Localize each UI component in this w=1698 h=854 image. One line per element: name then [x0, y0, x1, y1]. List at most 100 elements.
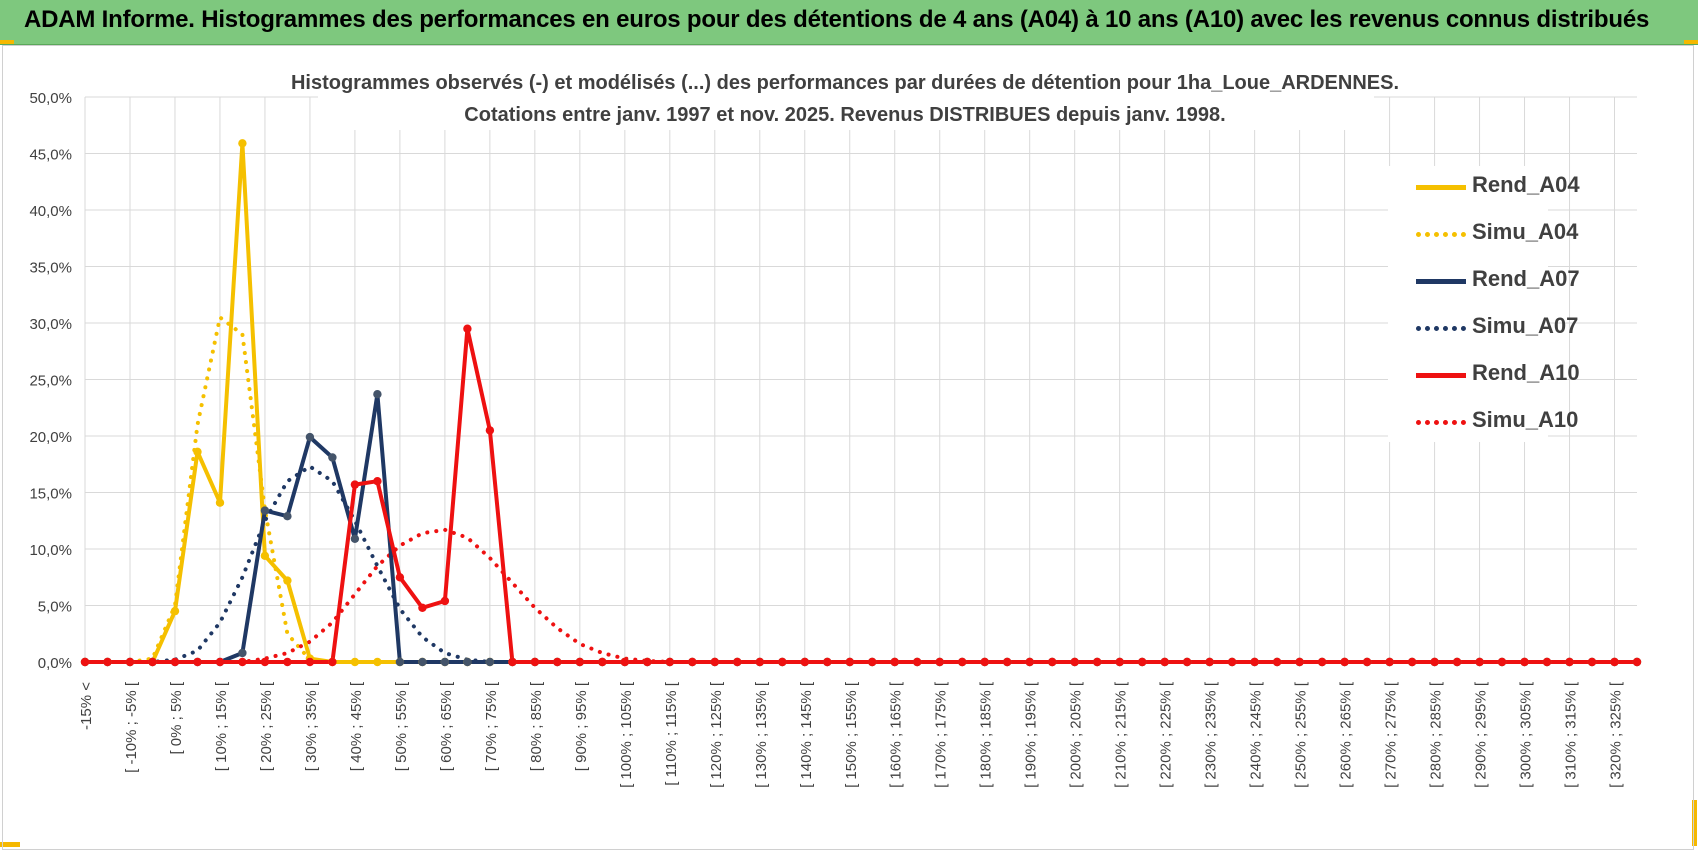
point-rend-a10 — [1610, 657, 1619, 667]
legend-label-simu-a10: Simu_A10 — [1472, 407, 1579, 432]
point-rend-a10 — [1362, 657, 1372, 667]
x-tick-label: [ 140% ; 145% [ — [798, 681, 815, 788]
y-tick-label: 45,0% — [29, 147, 72, 164]
point-rend-a10 — [1003, 657, 1012, 667]
point-rend-a10 — [440, 596, 450, 606]
point-rend-a10 — [1317, 657, 1327, 667]
legend-label-rend-a10: Rend_A10 — [1472, 360, 1580, 385]
point-rend-a10 — [935, 657, 944, 667]
y-tick-label: 0,0% — [38, 655, 72, 672]
point-rend-a10 — [103, 657, 112, 667]
x-tick-label: [ -10% ; -5% [ — [123, 681, 140, 773]
point-rend-a10 — [328, 657, 337, 667]
point-rend-a10 — [1497, 657, 1507, 667]
point-rend-a07 — [418, 657, 427, 667]
point-rend-a10 — [260, 657, 270, 667]
point-rend-a10 — [80, 657, 90, 667]
x-tick-label: [ 250% ; 255% [ — [1293, 681, 1310, 788]
point-rend-a10 — [1340, 657, 1349, 667]
x-tick-label: [ 230% ; 235% [ — [1203, 681, 1220, 788]
x-tick-label: [ 260% ; 265% [ — [1338, 681, 1355, 788]
point-rend-a07 — [395, 657, 405, 667]
point-rend-a10 — [1160, 657, 1169, 667]
point-rend-a07 — [373, 390, 382, 399]
x-tick-label: [ 70% ; 75% [ — [483, 681, 500, 771]
x-tick-label: [ 120% ; 125% [ — [708, 681, 725, 788]
point-rend-a07 — [260, 506, 270, 515]
point-rend-a04 — [193, 447, 202, 456]
legend-swatch-simu-a07 — [1416, 326, 1466, 331]
legend-swatch-simu-a10 — [1416, 420, 1466, 425]
x-tick-label: [ 160% ; 165% [ — [888, 681, 905, 788]
point-rend-a10 — [710, 657, 719, 667]
page-title: ADAM Informe. Histogrammes des performan… — [24, 6, 1650, 33]
point-rend-a10 — [598, 657, 607, 667]
point-rend-a10 — [463, 324, 472, 333]
point-rend-a10 — [1272, 657, 1282, 667]
x-tick-label: [ 80% ; 85% [ — [528, 681, 545, 771]
y-tick-label: 10,0% — [29, 542, 72, 559]
point-rend-a10 — [395, 573, 405, 582]
grid-lines — [84, 96, 1637, 663]
legend-label-rend-a04: Rend_A04 — [1472, 172, 1580, 197]
x-tick-label: [ 300% ; 305% [ — [1518, 681, 1535, 788]
point-rend-a10 — [1093, 657, 1102, 667]
point-rend-a10 — [1407, 657, 1417, 667]
point-rend-a10 — [913, 657, 922, 667]
point-rend-a07 — [328, 453, 337, 462]
point-rend-a10 — [1205, 657, 1214, 667]
x-tick-label: [ 0% ; 5% [ — [168, 681, 185, 754]
point-rend-a10 — [1520, 657, 1529, 667]
point-rend-a10 — [508, 657, 517, 667]
point-rend-a10 — [1565, 657, 1574, 667]
point-rend-a10 — [418, 603, 427, 612]
x-tick-label: [ 10% ; 15% [ — [213, 681, 230, 771]
accent-corner-top-left — [0, 40, 14, 44]
x-tick-label: [ 30% ; 35% [ — [303, 681, 320, 771]
axis-labels: 0,0% 5,0% 10,0% 15,0% 20,0% 25,0% 30,0% 35,0% 40… — [29, 90, 1624, 788]
point-rend-a10 — [193, 657, 202, 667]
point-rend-a10 — [620, 657, 629, 667]
x-tick-label: [ 180% ; 185% [ — [978, 681, 995, 788]
y-tick-label: 30,0% — [29, 316, 72, 333]
legend-item-rend-a07: Rend_A07 — [1388, 260, 1580, 300]
point-rend-a10 — [575, 657, 584, 667]
point-rend-a10 — [643, 657, 652, 667]
x-tick-label: [ 280% ; 285% [ — [1428, 681, 1445, 788]
x-tick-label: [ 270% ; 275% [ — [1383, 681, 1400, 788]
x-tick-label: [ 170% ; 175% [ — [933, 681, 950, 788]
point-rend-a10 — [1475, 657, 1484, 667]
point-rend-a10 — [1138, 657, 1147, 667]
x-tick-label: [ 60% ; 65% [ — [438, 681, 455, 771]
legend-swatch-simu-a04 — [1416, 232, 1466, 237]
point-rend-a04 — [283, 576, 292, 585]
point-rend-a07 — [463, 657, 472, 667]
y-tick-label: 40,0% — [29, 203, 72, 220]
point-rend-a10 — [350, 480, 360, 489]
point-rend-a10 — [485, 426, 495, 435]
x-tick-label: [ 100% ; 105% [ — [618, 681, 635, 788]
series-line-rend-a10 — [85, 326, 1637, 664]
legend-swatch-rend-a10 — [1416, 373, 1466, 378]
point-rend-a10 — [1227, 657, 1237, 667]
header-bar: ADAM Informe. Histogrammes des performan… — [0, 0, 1698, 45]
chart-legend: Rend_A04 Simu_A04 Rend_A07 Simu_A07 Rend… — [1388, 166, 1580, 442]
point-rend-a10 — [980, 657, 989, 667]
point-rend-a10 — [1048, 657, 1057, 667]
point-rend-a10 — [733, 657, 742, 667]
accent-corner-bottom-left — [0, 842, 20, 847]
point-rend-a10 — [1430, 657, 1439, 667]
legend-item-simu-a10: Simu_A10 — [1388, 401, 1578, 441]
legend-swatch-rend-a07 — [1416, 279, 1466, 284]
point-rend-a10 — [868, 657, 877, 667]
point-rend-a10 — [1295, 657, 1304, 667]
legend-label-rend-a07: Rend_A07 — [1472, 266, 1580, 291]
point-rend-a04 — [373, 657, 382, 667]
y-tick-label: 5,0% — [38, 599, 72, 616]
point-rend-a04 — [260, 551, 270, 560]
x-tick-label: [ 190% ; 195% [ — [1023, 681, 1040, 788]
point-rend-a10 — [1542, 657, 1552, 667]
point-rend-a10 — [238, 657, 247, 667]
point-rend-a10 — [125, 657, 135, 667]
